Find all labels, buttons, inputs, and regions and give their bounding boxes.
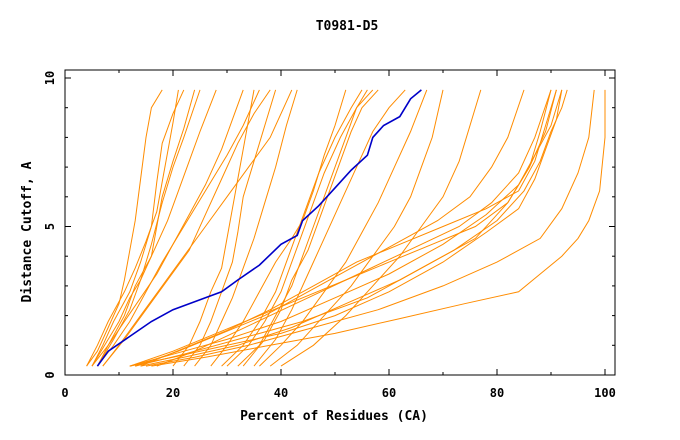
plot-frame bbox=[64, 69, 616, 376]
series-line-12 bbox=[183, 89, 277, 367]
series-line-2 bbox=[91, 89, 185, 367]
highlight-layer bbox=[96, 89, 422, 367]
series-line-9 bbox=[102, 89, 293, 367]
y-axis-ticks: 0 5 10 bbox=[43, 71, 615, 379]
series-line-11 bbox=[172, 89, 255, 367]
series-layer bbox=[86, 89, 606, 367]
series-line-16 bbox=[226, 89, 368, 367]
y-axis-label: Distance Cutoff, A bbox=[20, 161, 35, 302]
series-line-3 bbox=[91, 89, 196, 367]
series-line-18 bbox=[242, 89, 379, 367]
series-line-15 bbox=[221, 89, 363, 367]
series-line-31 bbox=[140, 89, 557, 367]
series-line-19 bbox=[253, 89, 406, 367]
series-line-13 bbox=[194, 89, 298, 367]
x-tick-label-60: 60 bbox=[382, 386, 396, 400]
y-tick-label-5: 5 bbox=[43, 223, 57, 230]
series-line-1 bbox=[86, 89, 179, 367]
series-line-23 bbox=[129, 89, 563, 367]
x-axis-label: Percent of Residues (CA) bbox=[240, 409, 428, 424]
series-line-17 bbox=[237, 89, 374, 367]
x-axis-ticks: 0 20 40 60 80 100 bbox=[61, 70, 616, 400]
series-line-29 bbox=[135, 89, 525, 367]
series-line-8 bbox=[96, 89, 201, 367]
x-tick-label-40: 40 bbox=[274, 386, 288, 400]
series-line-6 bbox=[97, 89, 260, 367]
series-line-30 bbox=[129, 89, 552, 367]
x-tick-label-0: 0 bbox=[61, 386, 68, 400]
series-line-28 bbox=[151, 89, 606, 367]
series-line-25 bbox=[129, 89, 563, 367]
x-tick-label-80: 80 bbox=[490, 386, 504, 400]
series-line-26 bbox=[135, 89, 557, 367]
series-line-10 bbox=[102, 89, 271, 367]
x-tick-label-20: 20 bbox=[166, 386, 180, 400]
series-line-21 bbox=[269, 89, 444, 367]
series-line-7 bbox=[86, 89, 163, 367]
highlight-series-line bbox=[96, 89, 422, 367]
series-line-4 bbox=[96, 89, 217, 367]
series-line-32 bbox=[156, 89, 552, 367]
series-line-22 bbox=[280, 89, 482, 367]
series-line-27 bbox=[145, 89, 595, 367]
chart-title: T0981-D5 bbox=[316, 19, 379, 34]
y-tick-label-0: 0 bbox=[43, 371, 57, 378]
x-tick-label-100: 100 bbox=[594, 386, 616, 400]
y-tick-label-10: 10 bbox=[43, 71, 57, 85]
